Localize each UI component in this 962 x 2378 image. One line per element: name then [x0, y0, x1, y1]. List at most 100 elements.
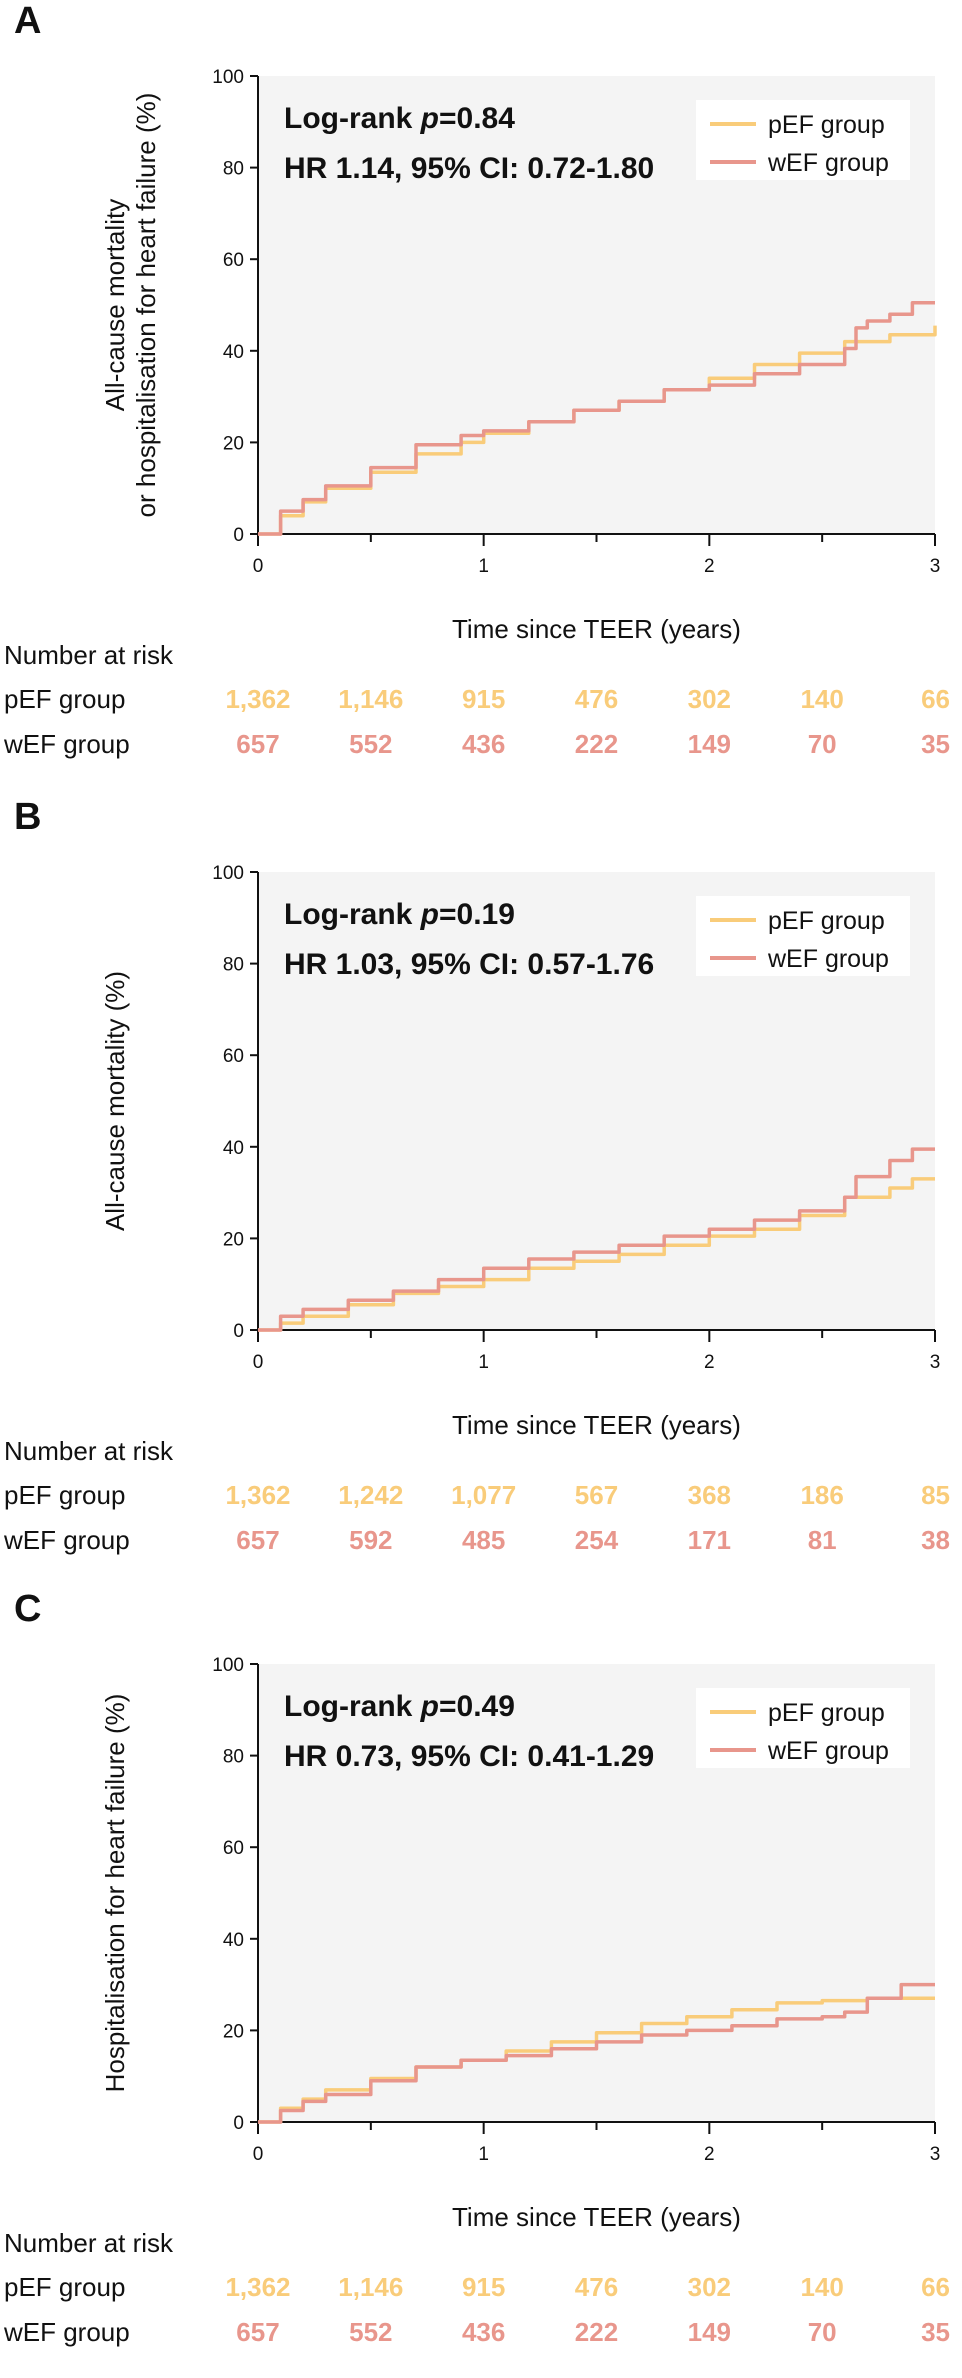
risk-table-title: Number at risk: [4, 640, 174, 670]
risk-value: 1,146: [338, 2272, 403, 2302]
risk-value: 302: [688, 2272, 731, 2302]
legend-box: [696, 1688, 910, 1768]
risk-value: 85: [921, 1480, 950, 1510]
legend-box: [696, 100, 910, 180]
risk-value: 254: [575, 1525, 619, 1555]
risk-value: 368: [688, 1480, 731, 1510]
risk-row-label: wEF group: [3, 2317, 130, 2347]
logrank-annotation: Log-rank p=0.84: [284, 102, 515, 135]
logrank-p: p: [420, 102, 439, 135]
series-line-wEF: [258, 1982, 935, 2124]
risk-value: 70: [808, 2317, 837, 2347]
risk-value: 302: [688, 684, 731, 714]
risk-value: 140: [800, 2272, 843, 2302]
legend-label: pEF group: [768, 907, 885, 935]
hr-annotation: HR 1.03, 95% CI: 0.57-1.76: [284, 948, 654, 981]
y-tick-label: 80: [223, 159, 244, 180]
risk-table-title: Number at risk: [4, 1436, 174, 1466]
risk-value: 38: [921, 1525, 950, 1555]
y-tick-label: 40: [223, 1930, 244, 1951]
logrank-annotation: Log-rank p=0.19: [284, 898, 515, 931]
panel-letter: C: [14, 1588, 42, 1630]
y-tick-label: 40: [223, 342, 244, 363]
risk-value: 657: [236, 1525, 279, 1555]
logrank-value: =0.49: [439, 1690, 515, 1723]
risk-value: 81: [808, 1525, 837, 1555]
hr-annotation: HR 1.14, 95% CI: 0.72-1.80: [284, 152, 654, 185]
risk-row-label: wEF group: [3, 1525, 130, 1555]
x-tick-label: 0: [253, 556, 264, 577]
risk-value: 657: [236, 2317, 279, 2347]
km-chart-b: 0 20 40 60 80 100 0 1 2 3 All-cause mortality (%) T…: [3, 863, 950, 1555]
y-tick-label: 0: [233, 525, 244, 546]
risk-value: 485: [462, 1525, 505, 1555]
risk-value: 35: [921, 2317, 950, 2347]
x-tick-label: 1: [478, 2144, 489, 2165]
hr-annotation: HR 0.73, 95% CI: 0.41-1.29: [284, 1740, 654, 1773]
logrank-value: =0.84: [439, 102, 515, 135]
risk-row-label: pEF group: [4, 684, 125, 714]
y-tick-label: 0: [233, 2113, 244, 2134]
risk-value: 1,362: [225, 1480, 290, 1510]
risk-value: 66: [921, 684, 950, 714]
risk-value: 1,077: [451, 1480, 516, 1510]
risk-value: 66: [921, 2272, 950, 2302]
risk-value: 1,242: [338, 1480, 403, 1510]
y-tick-label: 60: [223, 1046, 244, 1067]
y-tick-label: 20: [223, 2021, 244, 2042]
logrank-prefix: Log-rank: [284, 102, 421, 135]
risk-table-title: Number at risk: [4, 2228, 174, 2258]
risk-value: 436: [462, 729, 505, 759]
x-tick-label: 3: [930, 556, 941, 577]
risk-row-label: wEF group: [3, 729, 130, 759]
y-tick-label: 40: [223, 1138, 244, 1159]
legend-label: pEF group: [768, 111, 885, 139]
x-tick-label: 0: [253, 2144, 264, 2165]
risk-value: 552: [349, 2317, 392, 2347]
risk-value: 140: [800, 684, 843, 714]
y-tick-label: 20: [223, 1229, 244, 1250]
x-axis-label: Time since TEER (years): [452, 614, 741, 644]
logrank-value: =0.19: [439, 898, 515, 931]
y-tick-label: 80: [223, 1747, 244, 1768]
x-tick-label: 1: [478, 1352, 489, 1373]
km-chart-c: 0 20 40 60 80 100 0 1 2 3 Hospitalisation for hear…: [3, 1655, 950, 2347]
risk-value: 476: [575, 684, 618, 714]
x-tick-label: 1: [478, 556, 489, 577]
risk-value: 567: [575, 1480, 618, 1510]
y-axis-label: Hospitalisation for heart failure (%): [100, 1694, 130, 2093]
x-tick-label: 3: [930, 2144, 941, 2165]
y-tick-label: 80: [223, 955, 244, 976]
y-axis-label: All-cause mortality (%): [100, 971, 130, 1231]
y-tick-label: 60: [223, 250, 244, 271]
risk-value: 222: [575, 2317, 618, 2347]
risk-value: 70: [808, 729, 837, 759]
risk-value: 915: [462, 2272, 505, 2302]
risk-value: 171: [688, 1525, 731, 1555]
panel-letter: A: [14, 0, 42, 42]
x-tick-label: 3: [930, 1352, 941, 1373]
risk-value: 222: [575, 729, 618, 759]
risk-row-label: pEF group: [4, 1480, 125, 1510]
y-tick-label: 100: [212, 67, 244, 88]
y-tick-label: 60: [223, 1838, 244, 1859]
x-tick-label: 2: [704, 2144, 715, 2165]
y-tick-label: 100: [212, 1655, 244, 1676]
series-line-wEF: [258, 1147, 935, 1332]
legend-box: [696, 896, 910, 976]
logrank-prefix: Log-rank: [284, 898, 421, 931]
logrank-p: p: [420, 1690, 439, 1723]
logrank-p: p: [420, 898, 439, 931]
legend-label: wEF group: [767, 945, 889, 973]
logrank-prefix: Log-rank: [284, 1690, 421, 1723]
panel-a: A 0 20 40 60 80 100 0 1 2 3 All-cause mortality or …: [0, 0, 962, 790]
km-chart-a: 0 20 40 60 80 100 0 1 2 3 All-cause mortality or ho…: [3, 67, 950, 759]
series-line-wEF: [258, 300, 935, 536]
x-tick-label: 2: [704, 1352, 715, 1373]
legend-label: pEF group: [768, 1699, 885, 1727]
panel-letter: B: [14, 796, 42, 838]
y-tick-label: 100: [212, 863, 244, 884]
x-tick-label: 2: [704, 556, 715, 577]
y-tick-label: 20: [223, 433, 244, 454]
risk-value: 1,362: [225, 2272, 290, 2302]
